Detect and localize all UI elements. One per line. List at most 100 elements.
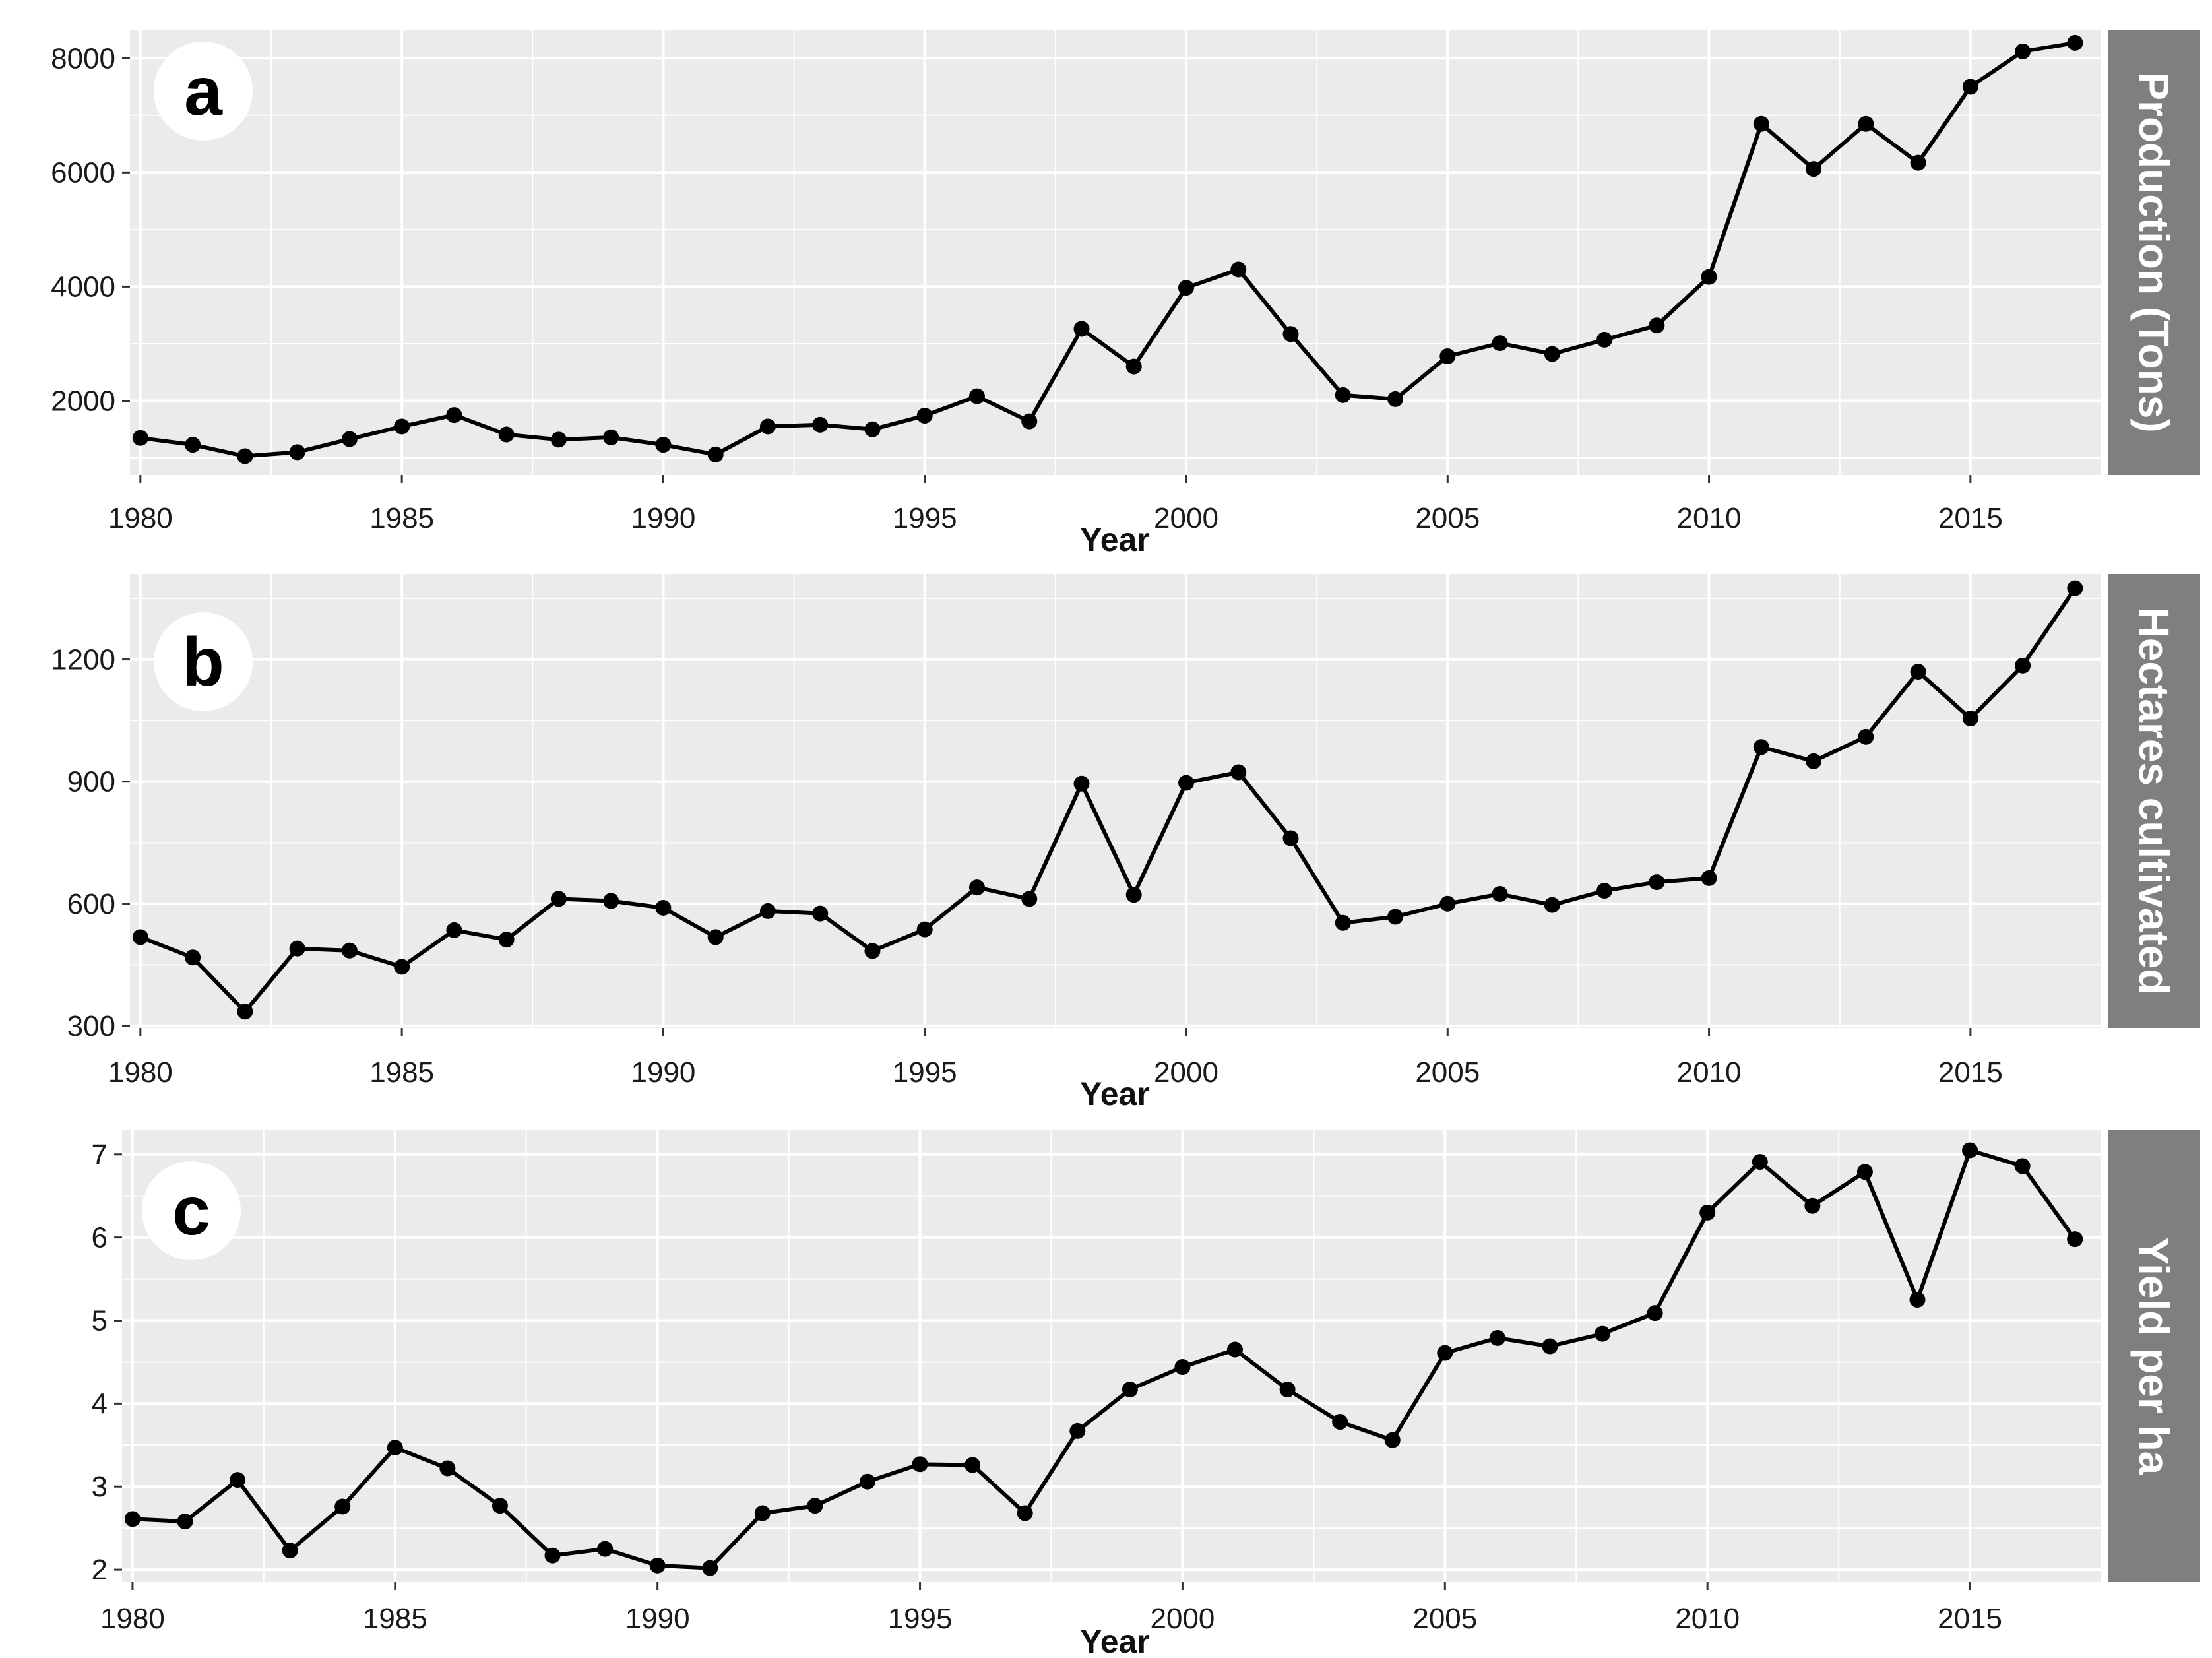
- data-point: [185, 437, 201, 453]
- y-tick-label: 5: [92, 1305, 108, 1337]
- panel-letter: c: [172, 1173, 210, 1250]
- x-tick-label: 1985: [363, 1603, 427, 1635]
- data-point: [1439, 895, 1456, 912]
- panel-c: 1980 1985 1990 1995 2000 2005 2010 2015 2 3 4 5 6 7 c Y…: [92, 1130, 2200, 1658]
- data-point: [754, 1505, 771, 1521]
- data-point: [655, 437, 672, 453]
- data-point: [334, 1498, 351, 1515]
- data-point: [916, 408, 933, 424]
- data-point: [597, 1541, 614, 1557]
- facet-strip: [2108, 574, 2200, 1028]
- panel-background: [122, 1130, 2101, 1582]
- data-point: [550, 891, 567, 907]
- x-tick-label: 2000: [1150, 1603, 1215, 1635]
- data-point: [964, 1457, 981, 1473]
- data-point: [1649, 317, 1665, 334]
- data-point: [341, 942, 358, 959]
- x-tick-label: 2015: [1938, 1056, 2003, 1089]
- data-point: [289, 940, 305, 957]
- data-point: [2015, 657, 2031, 674]
- panel-background: [130, 574, 2101, 1028]
- x-tick-label: 1980: [100, 1603, 165, 1635]
- data-point: [864, 421, 881, 437]
- data-point: [1701, 269, 1717, 285]
- y-axis-label: Hectares cultivated: [2130, 608, 2178, 995]
- data-point: [1021, 413, 1038, 430]
- data-point: [544, 1547, 561, 1564]
- data-point: [912, 1456, 928, 1473]
- x-tick-label: 1990: [631, 502, 695, 534]
- data-point: [341, 431, 358, 447]
- data-point: [1021, 891, 1038, 907]
- x-tick-label: 2000: [1154, 1056, 1218, 1089]
- x-tick-label: 2005: [1415, 502, 1480, 534]
- data-point: [185, 949, 201, 966]
- x-tick-label: 2010: [1675, 1603, 1740, 1635]
- data-point: [1856, 1164, 1873, 1180]
- data-point: [2067, 34, 2083, 51]
- data-point: [132, 430, 148, 446]
- facet-strip: [2108, 30, 2200, 475]
- data-point: [1596, 883, 1613, 899]
- panel-background: [130, 30, 2101, 475]
- data-point: [603, 893, 619, 909]
- panel-letter-badge: [142, 1161, 241, 1260]
- y-tick-label: 600: [67, 888, 115, 920]
- data-point: [1125, 358, 1142, 375]
- data-point: [1858, 728, 1874, 745]
- data-point: [1699, 1204, 1716, 1221]
- data-point: [859, 1473, 875, 1490]
- data-point: [1596, 331, 1613, 348]
- x-tick-label: 1995: [893, 502, 957, 534]
- x-tick-label: 1980: [108, 502, 173, 534]
- data-point: [2067, 1231, 2083, 1248]
- x-tick-label: 1995: [888, 1603, 953, 1635]
- data-point: [1910, 664, 1926, 680]
- panel-letter-badge: [154, 612, 253, 711]
- data-point: [1282, 326, 1299, 342]
- series-line: [140, 40, 2075, 459]
- data-point: [439, 1460, 456, 1477]
- panel-a: 1980 1985 1990 1995 2000 2005 2010 2015 2000 4000…: [51, 30, 2200, 558]
- series-line: [139, 587, 2077, 1014]
- panel-letter: b: [182, 624, 224, 701]
- y-axis-label: Production (Tons): [2130, 72, 2178, 432]
- data-point: [1649, 874, 1665, 891]
- data-point: [124, 1511, 141, 1527]
- data-point: [1230, 261, 1247, 278]
- data-point: [1492, 885, 1508, 902]
- data-point: [1962, 79, 1978, 95]
- x-tick-label: 2015: [1938, 502, 2003, 534]
- data-point: [812, 416, 829, 433]
- data-point: [498, 426, 515, 443]
- data-point: [498, 932, 515, 948]
- panel-letter-badge: [154, 42, 253, 141]
- y-tick-label: 4: [92, 1387, 108, 1420]
- data-point: [1962, 1142, 1978, 1159]
- panel-b: 1980 1985 1990 1995 2000 2005 2010 2015 300 600 90…: [51, 574, 2200, 1112]
- x-tick-label: 2010: [1677, 502, 1742, 534]
- data-point: [132, 929, 148, 945]
- data-point: [177, 1514, 193, 1530]
- x-tick-label: 2000: [1154, 502, 1218, 534]
- data-point: [759, 903, 776, 919]
- data-point: [1909, 1292, 1926, 1308]
- data-point: [1962, 711, 1978, 727]
- data-point: [707, 929, 724, 945]
- data-point: [1282, 830, 1299, 846]
- y-tick-label: 300: [67, 1010, 115, 1042]
- y-tick-label: 7: [92, 1139, 108, 1171]
- data-point: [1806, 753, 1822, 769]
- data-point: [1753, 739, 1769, 755]
- x-axis-label: Year: [1080, 521, 1150, 558]
- data-point: [603, 429, 619, 445]
- y-tick-label: 2: [92, 1554, 108, 1586]
- data-point: [1753, 115, 1769, 132]
- data-point: [1178, 775, 1194, 791]
- data-point: [446, 922, 462, 938]
- data-point: [1178, 280, 1194, 296]
- data-point: [1542, 1338, 1558, 1355]
- data-point: [1069, 1422, 1086, 1439]
- data-point: [1544, 346, 1560, 362]
- x-tick-label: 1990: [631, 1056, 695, 1089]
